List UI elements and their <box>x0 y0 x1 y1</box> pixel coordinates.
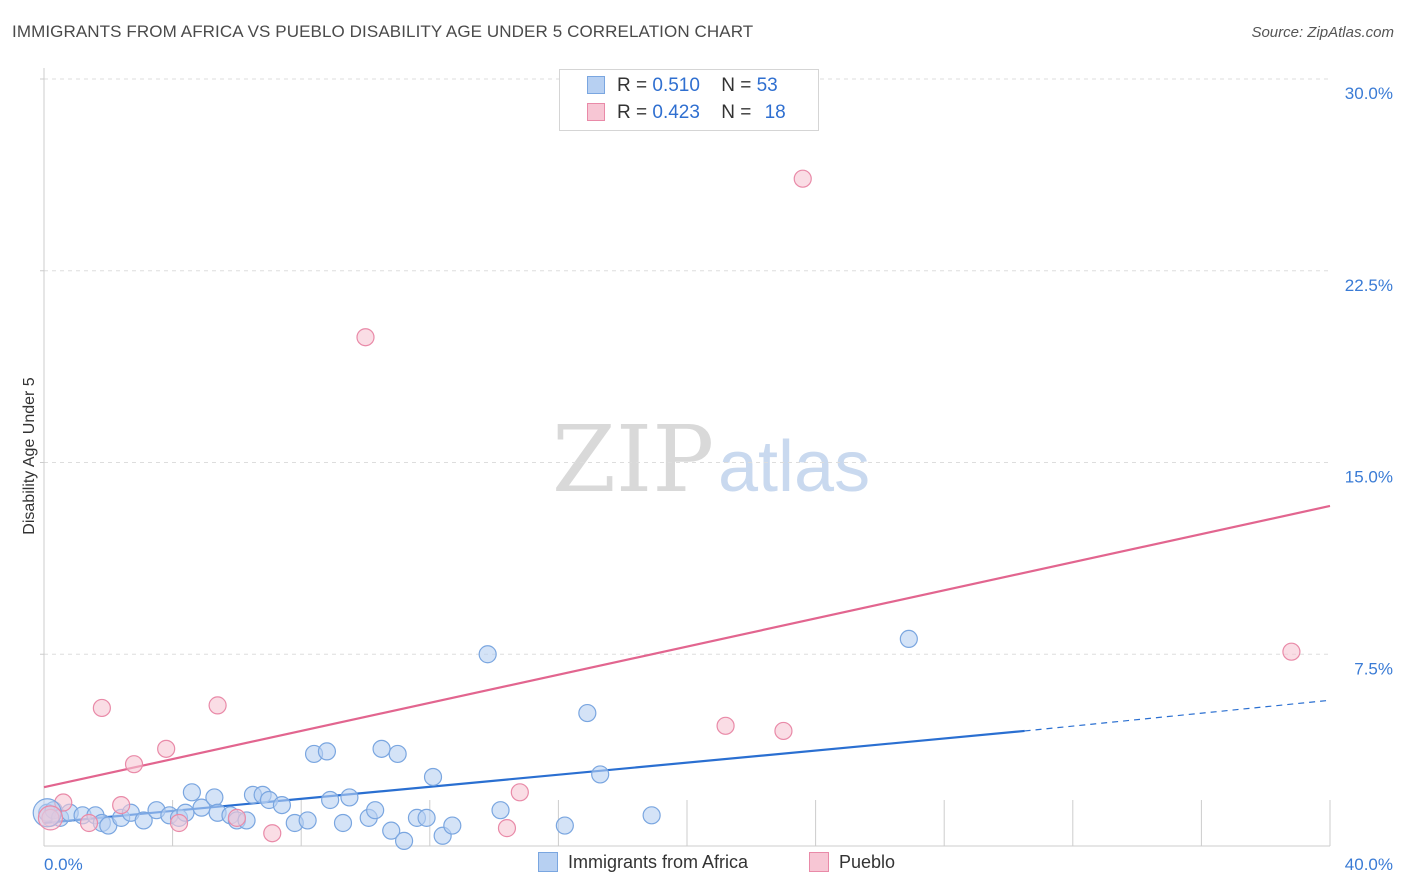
africa-point <box>192 798 211 817</box>
africa-point <box>372 739 391 758</box>
africa-point <box>491 801 510 820</box>
africa-point <box>333 813 353 833</box>
pueblo-point <box>124 755 144 774</box>
pueblo-point <box>793 169 812 188</box>
pueblo-point <box>510 783 529 802</box>
legend-row-pueblo: R = 0.423 N = 18 <box>587 102 786 126</box>
series-swatch-africa <box>538 852 558 872</box>
africa-point <box>642 806 661 825</box>
pueblo-point <box>112 795 131 815</box>
tick-labels: 7.5% 15.0% 22.5% 30.0% 0.0% 40.0% <box>44 84 1393 874</box>
pueblo-point <box>356 328 375 347</box>
pueblo-point <box>716 716 735 735</box>
pueblo-point <box>227 808 246 827</box>
series-legend-pueblo[interactable]: Pueblo <box>809 852 895 873</box>
legend-r-value: 0.510 <box>652 75 700 96</box>
x-tick-label: 0.0% <box>44 855 83 874</box>
legend-n-value: 53 <box>756 75 778 96</box>
watermark-zip: ZIP <box>552 406 714 513</box>
africa-point <box>899 629 918 649</box>
africa-point <box>272 795 292 815</box>
africa-point <box>317 742 337 761</box>
series-label-africa: Immigrants from Africa <box>568 852 749 872</box>
legend-r-label: R = <box>617 102 648 123</box>
watermark-atlas: atlas <box>718 427 870 507</box>
africa-point <box>205 788 224 807</box>
y-tick-label: 30.0% <box>1345 84 1393 103</box>
legend-swatch-africa <box>587 76 605 94</box>
gridlines <box>44 78 1331 846</box>
series-label-pueblo: Pueblo <box>839 852 896 872</box>
africa-point <box>578 703 597 723</box>
pueblo-point <box>79 813 99 833</box>
africa-point <box>298 811 317 830</box>
africa-point <box>423 767 443 787</box>
africa-point <box>591 765 610 784</box>
africa-trendline-extension <box>1024 699 1331 732</box>
africa-point <box>417 808 436 827</box>
africa-point <box>478 645 497 664</box>
series-swatch-pueblo <box>809 852 829 872</box>
axes <box>40 68 1330 847</box>
legend-r-value: 0.423 <box>652 102 700 123</box>
africa-point <box>366 801 385 820</box>
africa-point <box>134 811 153 830</box>
y-tick-label: 7.5% <box>1354 659 1393 678</box>
correlation-legend: R = 0.510 N = 53 R = 0.423 N = 18 <box>559 69 819 131</box>
series-legend: Immigrants from Africa Pueblo <box>0 852 1406 878</box>
africa-point <box>443 816 462 835</box>
y-tick-label: 15.0% <box>1345 468 1393 487</box>
y-axis-title: Disability Age Under 5 <box>21 377 38 535</box>
pueblo-point <box>497 819 517 838</box>
legend-row-africa: R = 0.510 N = 53 <box>587 75 778 99</box>
source-credit: Source: ZipAtlas.com <box>1251 24 1394 41</box>
africa-point <box>182 783 201 802</box>
pueblo-point <box>208 696 227 715</box>
pueblo-point <box>37 805 64 831</box>
pueblo-point <box>92 698 111 718</box>
pueblo-point <box>263 824 282 843</box>
pueblo-point <box>157 739 176 758</box>
legend-r-label: R = <box>617 75 648 96</box>
legend-n-value: 18 <box>764 102 786 123</box>
x-tick-label: 40.0% <box>1345 855 1393 874</box>
chart-title: IMMIGRANTS FROM AFRICA VS PUEBLO DISABIL… <box>12 22 754 41</box>
africa-point <box>388 744 407 764</box>
legend-swatch-pueblo <box>587 103 605 121</box>
pueblo-point <box>774 721 793 741</box>
africa-point <box>340 788 359 807</box>
pueblo-trendline <box>43 504 1331 789</box>
trendlines <box>43 504 1331 825</box>
data-points <box>32 169 1301 850</box>
africa-point <box>555 816 574 835</box>
africa-point <box>394 831 414 850</box>
pueblo-point <box>169 813 189 833</box>
series-legend-africa[interactable]: Immigrants from Africa <box>538 852 748 873</box>
legend-n-label: N = <box>721 102 752 123</box>
africa-point <box>382 821 401 840</box>
africa-point <box>321 790 340 810</box>
legend-n-label: N = <box>721 75 752 96</box>
y-tick-label: 22.5% <box>1345 276 1393 295</box>
pueblo-point <box>1282 642 1301 661</box>
